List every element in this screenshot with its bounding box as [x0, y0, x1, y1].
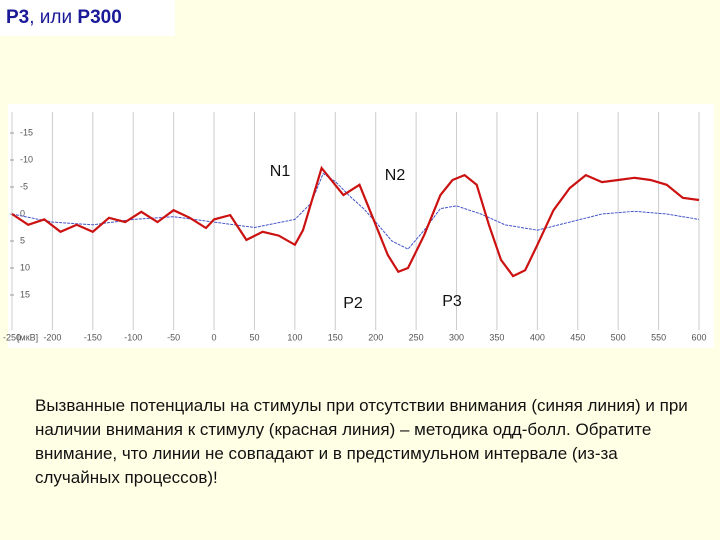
x-tick-label: -250	[3, 332, 21, 342]
y-tick-label: 0	[20, 208, 25, 218]
y-tick-label: 15	[20, 289, 30, 299]
x-tick-label: 400	[530, 332, 545, 342]
y-tick-label: -5	[20, 181, 28, 191]
line-series	[11, 165, 700, 278]
y-tick-label: 5	[20, 235, 25, 245]
y-tick-label: 10	[20, 262, 30, 272]
x-tick-label: 300	[449, 332, 464, 342]
title: P3, или P300	[0, 0, 175, 36]
x-tick-label: -150	[84, 332, 102, 342]
x-tick-label: 550	[651, 332, 666, 342]
annotation: P2	[343, 295, 363, 312]
x-tick-label: 600	[691, 332, 706, 342]
annotation: N1	[270, 163, 291, 180]
plot-area	[8, 104, 714, 348]
x-tick-label: 100	[287, 332, 302, 342]
x-tick-label: 250	[409, 332, 424, 342]
x-tick-label: 50	[249, 332, 259, 342]
y-tick-label: -10	[20, 154, 33, 164]
title-part: , или	[29, 7, 78, 28]
x-tick-label: 500	[611, 332, 626, 342]
x-tick-label: 150	[328, 332, 343, 342]
x-tick-label: -50	[167, 332, 180, 342]
y-tick-label: -15	[20, 127, 33, 137]
title-part: P3	[6, 7, 30, 28]
annotation: N2	[385, 167, 406, 184]
x-tick-label: 0	[212, 332, 217, 342]
title-part: P300	[77, 7, 122, 28]
y-axis-label: [мкВ]	[17, 332, 38, 342]
caption: Вызванные потенциалы на стимулы при отсу…	[35, 396, 688, 487]
x-tick-label: 200	[368, 332, 383, 342]
x-tick-label: -100	[124, 332, 142, 342]
annotation: P3	[442, 293, 462, 310]
x-tick-label: 450	[570, 332, 585, 342]
x-tick-label: -200	[43, 332, 61, 342]
x-tick-label: 350	[489, 332, 504, 342]
